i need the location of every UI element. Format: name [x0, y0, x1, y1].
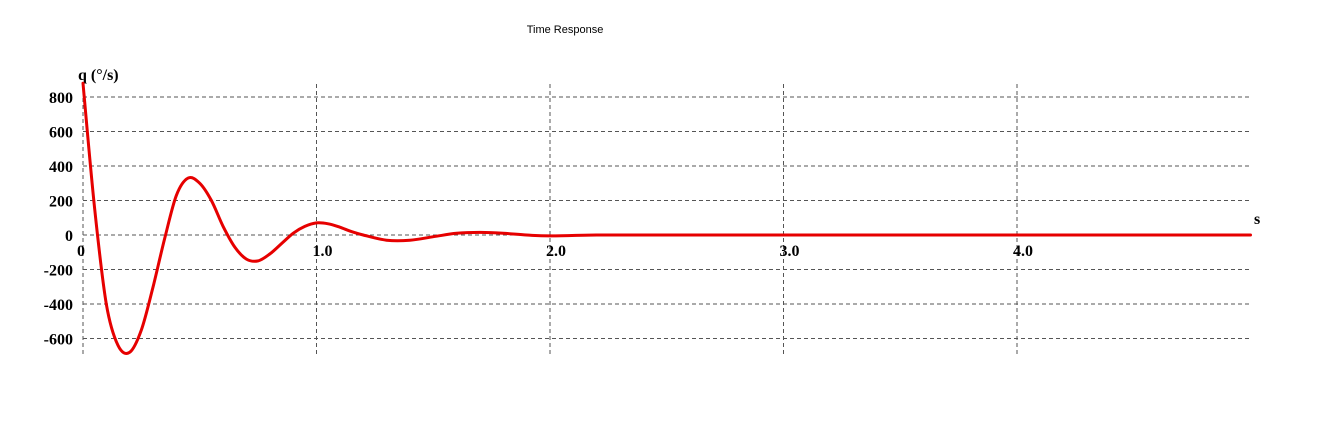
y-tick-label: -400: [44, 297, 73, 314]
y-tick-label: 400: [49, 159, 73, 176]
y-tick-label: 200: [49, 194, 73, 211]
x-tick-label: 0: [77, 243, 85, 260]
axes: [82, 84, 1250, 356]
x-tick-label: 3.0: [780, 243, 800, 260]
y-axis-label: q (°/s): [78, 67, 119, 84]
y-tick-label: 800: [49, 90, 73, 107]
series-line: [81, 81, 1252, 355]
x-tick-label: 1.0: [313, 243, 333, 260]
x-axis-label: s: [1254, 211, 1260, 228]
chart-title: Time Response: [526, 24, 604, 36]
grid-lines: [83, 84, 1250, 356]
y-tick-label: 0: [65, 228, 73, 245]
series: [81, 81, 1252, 355]
y-tick-label: 600: [49, 125, 73, 142]
x-tick-label: 4.0: [1013, 243, 1033, 260]
y-tick-label: -600: [44, 332, 73, 349]
y-tick-label: -200: [44, 263, 73, 280]
x-tick-label: 2.0: [546, 243, 566, 260]
